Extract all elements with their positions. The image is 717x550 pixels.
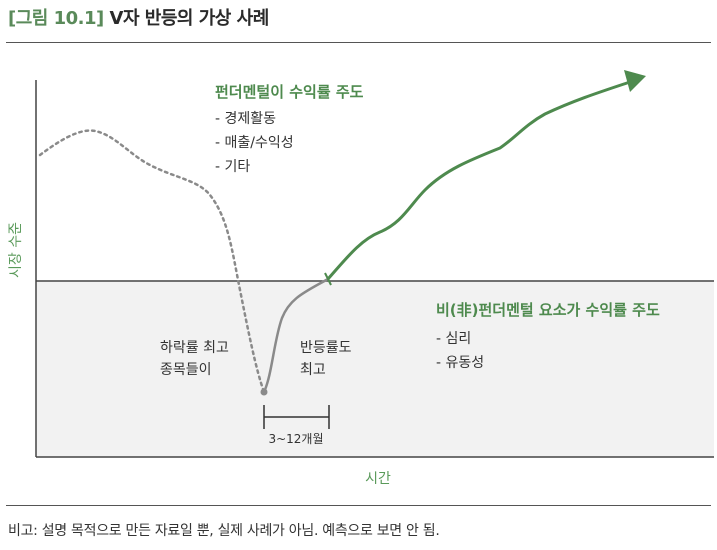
top-rule	[6, 42, 711, 43]
rebound-gray-line	[262, 277, 329, 393]
bottom-point	[260, 388, 268, 396]
footnote: 비고: 설명 목적으로 만든 자료일 뿐, 실제 사례가 아님. 예측으로 보면…	[8, 523, 440, 539]
lower-region-item: - 유동성	[436, 355, 484, 371]
rebound-annotation-line: 반등률도	[300, 340, 352, 356]
decline-dotted-line	[38, 129, 266, 394]
upper-region-item: - 기타	[215, 159, 250, 175]
bottom-rule	[6, 505, 711, 506]
bottom-annotation-line: 종목들이	[160, 362, 212, 378]
junction-tick	[324, 272, 332, 286]
figure-title: [그림 10.1] V자 반등의 가상 사례	[8, 4, 269, 30]
figure-label: [그림 10.1]	[8, 8, 104, 29]
duration-label: 3~12개월	[268, 432, 323, 446]
upper-region-heading: 펀더멘털이 수익률 주도	[215, 83, 364, 101]
lower-region-heading: 비(非)펀더멘털 요소가 수익률 주도	[436, 301, 660, 319]
fundamental-rise-line	[326, 80, 631, 281]
upper-region-item: - 경제활동	[215, 111, 276, 127]
bottom-annotation-line: 하락률 최고	[160, 340, 229, 356]
upper-region-item: - 매출/수익성	[215, 135, 294, 151]
figure-heading: V자 반등의 가상 사례	[109, 8, 270, 29]
arrow-head-icon	[624, 70, 646, 92]
y-axis-label: 시장 수준	[8, 222, 24, 278]
rebound-annotation-line: 최고	[300, 362, 326, 378]
lower-region-fill	[36, 281, 714, 457]
x-axis-label: 시간	[365, 471, 391, 487]
lower-region-item: - 심리	[436, 331, 471, 347]
